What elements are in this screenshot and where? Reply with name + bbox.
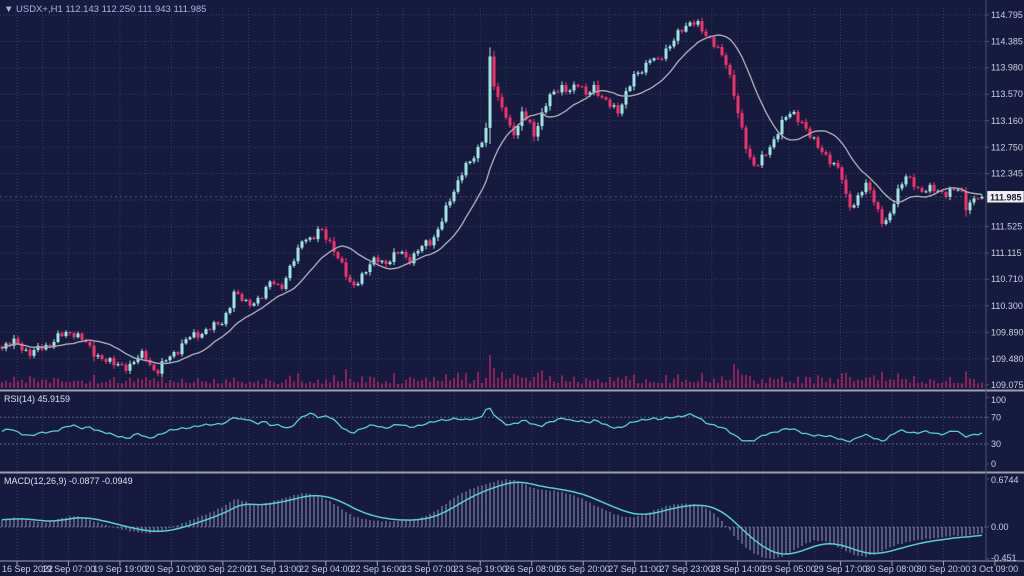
price-axis-label: 113.570	[991, 89, 1023, 99]
time-axis-label: 30 Sep 08:00	[865, 564, 919, 574]
price-axis-label: 109.480	[991, 354, 1024, 364]
price-axis-label: 109.075	[991, 380, 1024, 390]
rsi-axis-label: 0	[991, 459, 996, 469]
rsi-panel-label: RSI(14) 45.9159	[4, 394, 70, 404]
macd-axis-label: -0.451	[991, 553, 1017, 563]
macd-histogram	[1, 479, 983, 559]
price-axis-label: 110.300	[991, 301, 1023, 311]
price-axis-label: 112.750	[991, 142, 1023, 152]
macd-label-text: MACD(12,26,9) -0.0877 -0.0949	[4, 476, 133, 486]
time-axis-label: 27 Sep 23:00	[659, 564, 713, 574]
time-axis-label: 16 Sep 2022	[2, 564, 53, 574]
price-axis-label: 111.115	[991, 248, 1022, 258]
price-axis-label: 113.160	[991, 116, 1023, 126]
rsi-label-text: RSI(14) 45.9159	[4, 394, 70, 404]
time-axis-label: 23 Sep 07:00	[402, 564, 456, 574]
ma-line	[1, 34, 983, 365]
macd-panel-label: MACD(12,26,9) -0.0877 -0.0949	[4, 476, 133, 486]
price-axis-label: 111.525	[991, 222, 1022, 232]
symbol-ohlc-text: USDX+,H1 112.143 112.250 111.943 111.985	[16, 4, 206, 15]
macd-axis-label: 0.00	[991, 522, 1009, 532]
symbol-header[interactable]: ▼ USDX+,H1 112.143 112.250 111.943 111.98…	[4, 4, 206, 15]
price-axis-label: 110.710	[991, 274, 1023, 284]
time-axis-label: 21 Sep 13:00	[248, 564, 302, 574]
price-axis-label: 114.385	[991, 37, 1023, 47]
volume-layer	[1, 355, 983, 388]
macd-axis-label: 0.6744	[991, 475, 1019, 485]
panel-divider[interactable]	[0, 389, 1024, 562]
price-axis-label: 114.795	[991, 10, 1023, 20]
rsi-axis-label: 30	[991, 439, 1001, 449]
time-axis-label: 22 Sep 16:00	[351, 564, 405, 574]
price-axis-label: 113.980	[991, 63, 1023, 73]
price-axis-label: 109.890	[991, 327, 1024, 337]
time-axis-label: 26 Sep 20:00	[556, 564, 610, 574]
price-axis-label: 112.345	[991, 168, 1023, 178]
time-axis-label: 22 Sep 04:00	[299, 564, 353, 574]
time-axis-label: 29 Sep 17:00	[814, 564, 868, 574]
time-axis-label: 28 Sep 14:00	[711, 564, 765, 574]
time-axis-label: 26 Sep 08:00	[505, 564, 559, 574]
price-axis[interactable]: 114.795 114.385 113.980 113.570 113.160 112.7…	[985, 0, 1024, 563]
rsi-axis-label: 70	[991, 412, 1001, 422]
time-axis-label: 27 Sep 11:00	[608, 564, 661, 574]
rsi-line	[1, 407, 983, 443]
dropdown-arrow-icon[interactable]: ▼	[4, 4, 13, 15]
time-axis-label: 19 Sep 07:00	[42, 564, 96, 574]
time-axis-label: 3 Oct 09:00	[972, 564, 1019, 574]
macd-signal-line	[1, 481, 983, 555]
time-axis-label: 20 Sep 10:00	[145, 564, 199, 574]
time-axis-label: 29 Sep 05:00	[762, 564, 816, 574]
time-axis-label: 20 Sep 22:00	[196, 564, 250, 574]
current-price-label: 111.985	[990, 192, 1022, 202]
time-axis-label: 30 Sep 20:00	[917, 564, 971, 574]
rsi-axis-label: 100	[991, 395, 1006, 405]
current-price-tag: 111.985	[986, 190, 1024, 204]
time-axis-label: 19 Sep 19:00	[93, 564, 147, 574]
grid-layer	[0, 8, 986, 560]
time-axis-label: 23 Sep 19:00	[453, 564, 507, 574]
candles-layer	[0, 17, 984, 378]
